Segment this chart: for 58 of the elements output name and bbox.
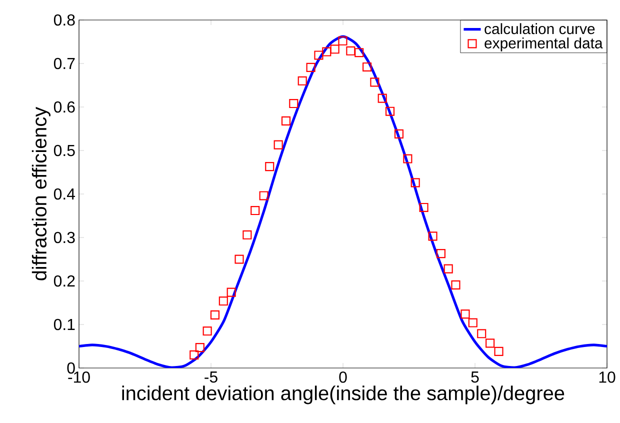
line-series (79, 35, 608, 368)
point (338, 36, 348, 46)
point (314, 50, 324, 60)
x-axis-title: incident deviation angle(inside the sample)/degree (122, 386, 564, 404)
y-tick-label: 0.2 (54, 275, 75, 287)
point (330, 44, 340, 54)
point (306, 62, 316, 72)
point (265, 162, 274, 172)
point (242, 230, 252, 240)
point (486, 338, 495, 348)
point (190, 350, 199, 360)
y-tick-label: 0.1 (54, 318, 75, 330)
point (218, 296, 228, 306)
point (322, 47, 332, 56)
point (289, 98, 298, 108)
point (226, 288, 236, 297)
x-tick-label: -5 (204, 372, 218, 383)
x-tick-label: 10 (599, 372, 616, 383)
point (494, 346, 504, 356)
y-axis-title: diffraction efficiency (32, 106, 50, 280)
point (378, 94, 387, 103)
point (362, 62, 372, 72)
point (468, 318, 478, 328)
point (234, 254, 244, 264)
y-tick-label: 0.7 (54, 58, 75, 70)
y-tick-label: 0.6 (54, 101, 75, 113)
point (346, 46, 356, 56)
x-tick-label: 5 (471, 372, 479, 383)
legend-label: calculation curve (484, 23, 595, 34)
point (419, 202, 428, 212)
y-tick-label: 0.8 (54, 14, 75, 26)
point (477, 329, 486, 338)
x-tick-label: 0 (339, 372, 347, 383)
point (281, 116, 291, 126)
point (202, 326, 212, 336)
point (195, 343, 204, 352)
point (250, 206, 260, 216)
point (460, 310, 470, 319)
point (370, 78, 380, 87)
y-tick-label: 0 (67, 362, 75, 374)
point (444, 264, 453, 274)
point (394, 129, 404, 139)
point (385, 106, 395, 116)
legend-label: experimental data (484, 38, 603, 52)
point (259, 191, 268, 200)
point (436, 249, 446, 258)
y-tick-label: 0.3 (54, 232, 75, 244)
point (354, 48, 364, 58)
y-tick-label: 0.5 (54, 144, 75, 156)
point (210, 310, 220, 320)
point (428, 232, 438, 241)
point (410, 178, 420, 188)
x-tick-label: -10 (68, 372, 90, 383)
point (403, 154, 412, 164)
point (451, 280, 460, 290)
point (274, 140, 283, 150)
point (298, 76, 307, 86)
y-tick-label: 0.4 (54, 188, 76, 200)
